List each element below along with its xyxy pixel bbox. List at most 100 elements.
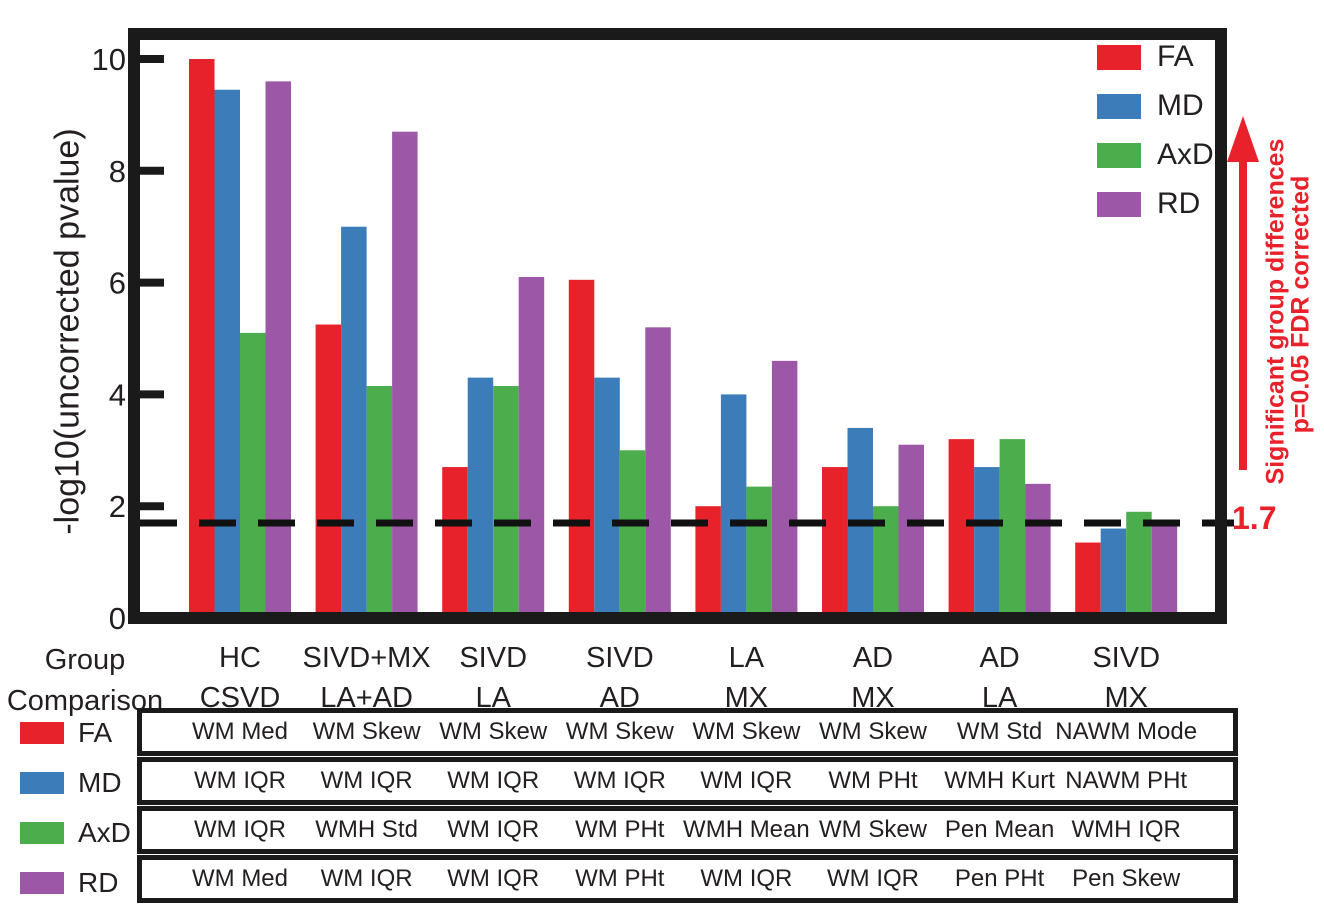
table-cell: WMH Kurt bbox=[944, 767, 1055, 794]
group-label-8-line1: SIVD bbox=[1092, 642, 1161, 674]
bar-md-group2 bbox=[341, 226, 367, 618]
table-cell: WM Skew bbox=[565, 718, 674, 745]
bar-axd-group2 bbox=[366, 386, 393, 618]
y-tick-label: 4 bbox=[109, 377, 126, 412]
bar-rd-group4 bbox=[645, 327, 671, 618]
y-tick-label: 2 bbox=[109, 489, 126, 524]
x-axis-title-line1: Group bbox=[44, 644, 126, 676]
table-cell: WM Skew bbox=[819, 816, 927, 843]
group-label-5-line1: LA bbox=[728, 642, 765, 674]
table-cell: WM IQR bbox=[194, 767, 286, 794]
table-cell: WM IQR bbox=[447, 865, 540, 892]
legend-swatch-rd bbox=[1097, 191, 1141, 217]
group-label-2-line1: SIVD+MX bbox=[302, 642, 431, 674]
y-axis-label: -log10(uncorrected pvalue) bbox=[48, 128, 87, 535]
table-cell: WM Skew bbox=[819, 718, 927, 745]
bar-fa-group2 bbox=[315, 324, 342, 618]
table-cell: WM Std bbox=[956, 718, 1043, 745]
table-cell: WM Skew bbox=[312, 718, 421, 745]
legend-label: MD bbox=[1157, 89, 1204, 122]
bar-md-group7 bbox=[974, 467, 1000, 618]
table-cell: WM IQR bbox=[447, 816, 540, 843]
bar-rd-group5 bbox=[771, 360, 798, 618]
bar-rd-group8 bbox=[1151, 525, 1178, 618]
bar-fa-group1 bbox=[189, 59, 215, 618]
bar-axd-group4 bbox=[619, 450, 646, 618]
table-legend-label: FA bbox=[78, 716, 113, 748]
group-label-8-line2: MX bbox=[1104, 682, 1148, 714]
bar-fa-group8 bbox=[1075, 542, 1101, 618]
bar-axd-group7 bbox=[999, 439, 1026, 618]
bar-fa-group4 bbox=[568, 279, 595, 618]
table-legend-swatch-fa bbox=[20, 721, 64, 744]
bar-rd-group7 bbox=[1025, 483, 1051, 618]
threshold-value-label: 1.7 bbox=[1232, 500, 1277, 536]
table-row-fa: WM Med WM Skew WM Skew WM Skew WM Skew WM Ske… bbox=[137, 708, 1238, 756]
table-cell: WM Skew bbox=[692, 718, 801, 745]
table-cell: NAWM Mode bbox=[1055, 718, 1198, 745]
table-row-legend-fa: FA bbox=[0, 708, 135, 757]
table-legend-label: AxD bbox=[78, 816, 131, 848]
table-cell: WMH Mean bbox=[683, 816, 810, 843]
bar-fa-group7 bbox=[948, 439, 975, 618]
table-cell: WM IQR bbox=[194, 816, 286, 843]
significance-annotation-line2: p=0.05 FDR corrected bbox=[1286, 175, 1315, 434]
legend-label: FA bbox=[1157, 40, 1194, 73]
bar-md-group4 bbox=[594, 377, 620, 618]
bar-axd-group1 bbox=[240, 332, 266, 618]
group-label-7-line2: LA bbox=[981, 682, 1018, 714]
group-label-1-line1: HC bbox=[219, 642, 261, 674]
legend-item-md: MD bbox=[1097, 91, 1204, 121]
legend-item-fa: FA bbox=[1097, 42, 1194, 72]
bar-fa-group6 bbox=[822, 467, 848, 618]
table-cell: WM IQR bbox=[320, 767, 413, 794]
bar-md-group5 bbox=[720, 394, 747, 618]
legend-label: RD bbox=[1157, 187, 1201, 220]
table-legend-swatch-axd bbox=[20, 821, 64, 844]
table-cell: WM IQR bbox=[447, 767, 540, 794]
table-cell: Pen PHt bbox=[954, 865, 1045, 892]
group-label-5-line2: MX bbox=[724, 682, 769, 714]
bar-axd-group8 bbox=[1126, 511, 1152, 618]
legend-item-rd: RD bbox=[1097, 189, 1200, 219]
significance-arrow-head bbox=[1227, 116, 1259, 162]
table-legend-swatch-rd bbox=[20, 871, 64, 894]
group-label-6-line2: MX bbox=[851, 682, 895, 714]
metric-table: WM Med WM Skew WM Skew WM Skew WM Skew WM Ske… bbox=[137, 708, 1238, 904]
group-label-4-line2: AD bbox=[599, 682, 640, 714]
y-tick-label: 0 bbox=[109, 601, 126, 636]
group-label-3-line1: SIVD bbox=[459, 642, 528, 674]
bar-rd-group6 bbox=[898, 444, 924, 618]
bar-md-group1 bbox=[214, 89, 240, 619]
y-tick-label: 10 bbox=[92, 42, 126, 77]
table-legend-label: MD bbox=[78, 766, 122, 798]
bar-rd-group3 bbox=[518, 277, 545, 618]
bar-rd-group1 bbox=[265, 81, 291, 619]
group-label-7-line1: AD bbox=[979, 642, 1020, 674]
table-row-legend-md: MD bbox=[0, 758, 135, 807]
bar-axd-group5 bbox=[746, 486, 772, 618]
table-cell: WM IQR bbox=[320, 865, 413, 892]
bar-fa-group3 bbox=[442, 467, 468, 618]
y-tick-label: 8 bbox=[109, 154, 126, 189]
table-cell: WM PHt bbox=[575, 865, 665, 892]
table-row-legend-rd: RD bbox=[0, 858, 135, 907]
group-label-3-line2: LA bbox=[475, 682, 511, 714]
table-cell: NAWM PHt bbox=[1065, 767, 1188, 794]
table-cell: WM Skew bbox=[439, 718, 548, 745]
table-row-rd: WM Med WM IQR WM IQR WM PHt WM IQR WM IQR Pen … bbox=[137, 855, 1238, 903]
table-cell: Pen Mean bbox=[944, 816, 1055, 843]
plot-border bbox=[128, 28, 1227, 624]
group-label-6-line1: AD bbox=[852, 642, 894, 674]
table-cell: WM IQR bbox=[700, 767, 793, 794]
table-cell: WMH IQR bbox=[1071, 816, 1181, 843]
table-cell: WM Med bbox=[192, 718, 288, 745]
table-cell: WM PHt bbox=[575, 816, 665, 843]
table-row-axd: WM IQR WMH Std WM IQR WM PHt WMH Mean WM Skew… bbox=[137, 806, 1238, 854]
x-axis-title: Group Comparison bbox=[0, 646, 170, 728]
legend-swatch-fa bbox=[1097, 44, 1141, 70]
legend-label: AxD bbox=[1157, 138, 1214, 171]
table-row-legend-axd: AxD bbox=[0, 808, 135, 857]
table-cell: WM IQR bbox=[573, 767, 666, 794]
